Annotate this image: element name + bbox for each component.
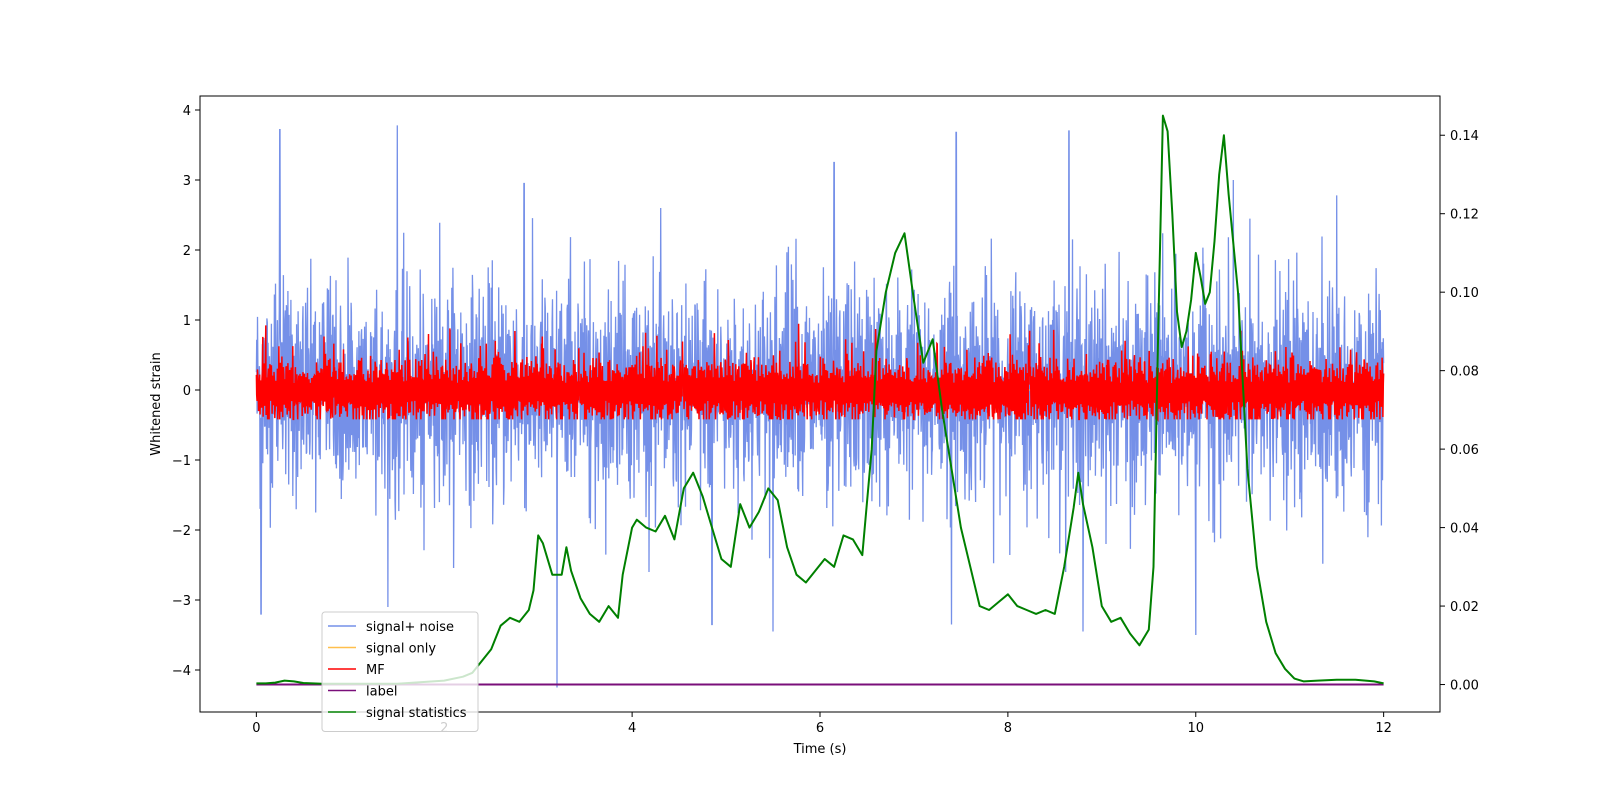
legend-label: signal only <box>366 642 436 657</box>
y2-tick-label: 0.04 <box>1450 522 1479 537</box>
y2-tick-label: 0.00 <box>1450 679 1479 694</box>
y-tick-label: 1 <box>183 314 191 329</box>
series-mf-line <box>255 323 1385 423</box>
legend-label: label <box>366 685 397 700</box>
x-tick-label: 0 <box>252 721 260 736</box>
x-axis-label: Time (s) <box>793 742 847 757</box>
y2-tick-label: 0.08 <box>1450 365 1479 380</box>
legend: signal+ noise signal only MF label signal st… <box>321 611 479 732</box>
legend-label: MF <box>366 663 385 678</box>
legend-label: signal statistics <box>366 706 467 721</box>
y-tick-label: −3 <box>172 594 191 609</box>
x-tick-label: 6 <box>816 721 824 736</box>
plot-area <box>255 114 1385 688</box>
legend-box <box>321 611 479 732</box>
y2-tick-label: 0.12 <box>1450 208 1479 223</box>
y-tick-label: 0 <box>183 384 191 399</box>
x-tick-label: 4 <box>628 721 636 736</box>
x-tick-label: 8 <box>1004 721 1012 736</box>
axes: 02468101243210−1−2−3−40.140.120.100.080.… <box>172 104 1479 736</box>
y2-tick-label: 0.10 <box>1450 286 1479 301</box>
y2-tick-label: 0.14 <box>1450 129 1479 144</box>
x-tick-label: 10 <box>1187 721 1204 736</box>
y-tick-label: 4 <box>183 104 191 119</box>
y-tick-label: −1 <box>172 454 191 469</box>
y-tick-label: 2 <box>183 244 191 259</box>
legend-label: signal+ noise <box>366 620 454 635</box>
y2-tick-label: 0.02 <box>1450 600 1479 615</box>
y-axis-label: Whitened strain <box>149 352 164 455</box>
x-tick-label: 12 <box>1375 721 1392 736</box>
y-tick-label: 3 <box>183 174 191 189</box>
y2-tick-label: 0.06 <box>1450 443 1479 458</box>
series-signal-statistics-line <box>256 114 1384 685</box>
y-tick-label: −4 <box>172 664 191 679</box>
y-tick-label: −2 <box>172 524 191 539</box>
